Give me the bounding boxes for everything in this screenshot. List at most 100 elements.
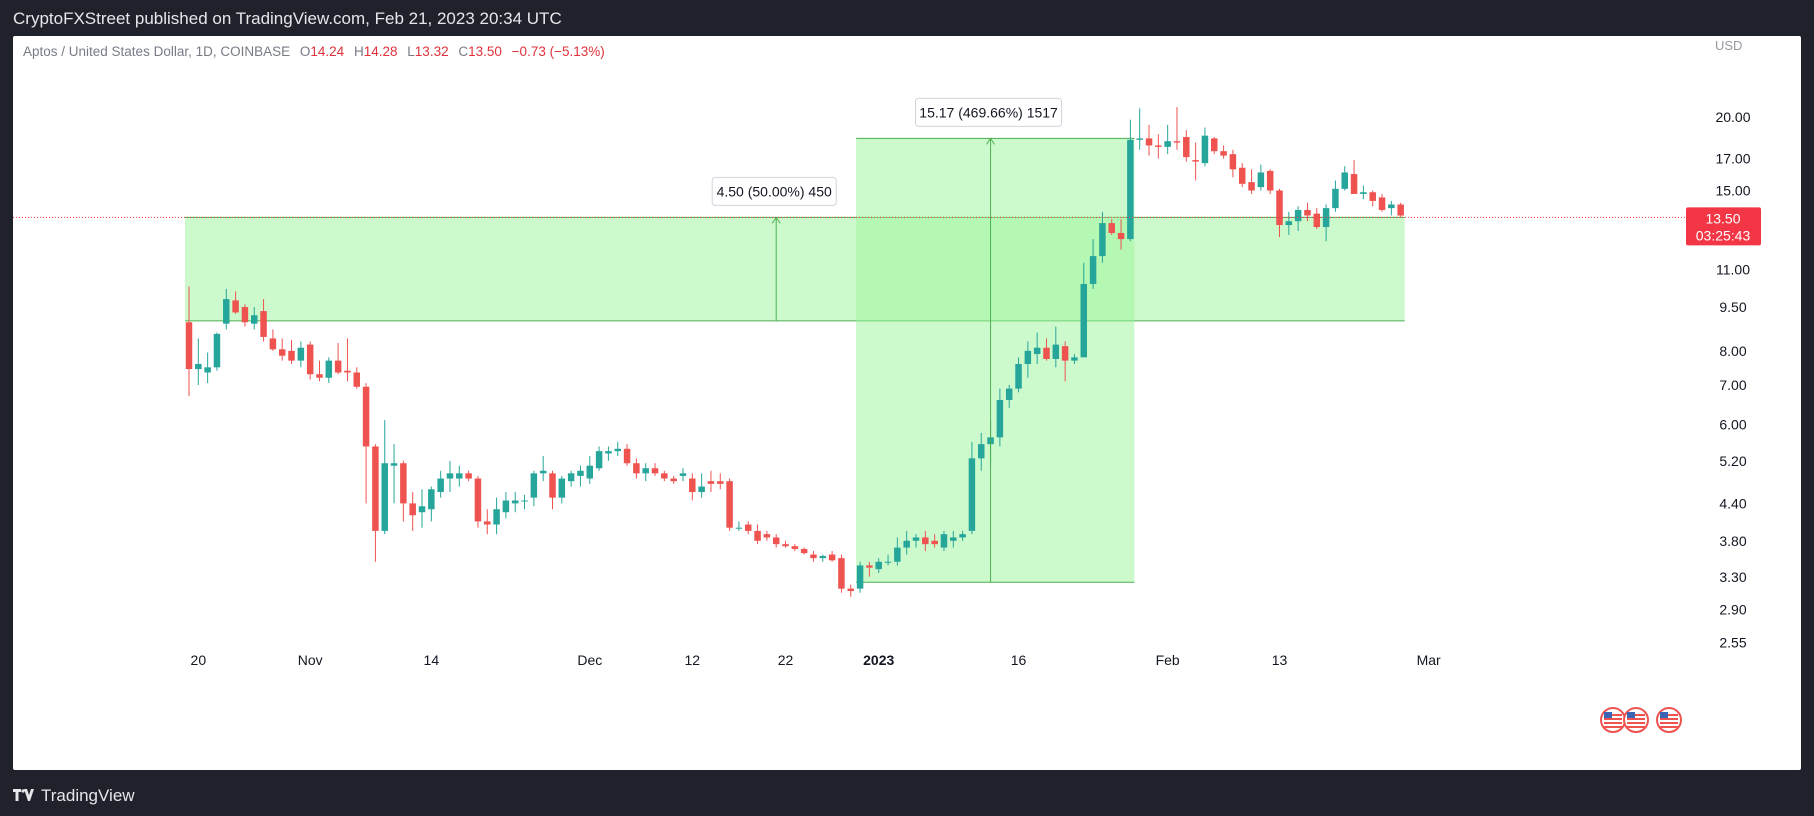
y-tick-label: 3.80 [1719, 533, 1746, 549]
candle-body [1005, 388, 1013, 400]
candlestick-chart[interactable]: 4.50 (50.00%) 450 15.17 (469.66%) 1517 US… [13, 36, 1801, 770]
candle-body [577, 470, 584, 476]
candle-body [661, 473, 668, 479]
tradingview-logo-icon [13, 788, 35, 804]
candle-body [400, 463, 407, 504]
candle-body [838, 558, 845, 589]
change-value: −0.73 (−5.13%) [511, 44, 605, 59]
high-value: 14.28 [363, 44, 398, 59]
candle-body [1127, 139, 1134, 240]
candle-body [754, 530, 761, 541]
candle-body [894, 547, 901, 562]
y-tick-label: 2.55 [1719, 635, 1746, 651]
candle-body [1183, 137, 1190, 158]
range-label-text: 15.17 (469.66%) 1517 [919, 104, 1058, 120]
candle-body [828, 554, 836, 561]
candle-body [595, 451, 603, 469]
candle-body [1257, 172, 1265, 188]
footer-brand-name: TradingView [41, 786, 135, 805]
candle-body [772, 537, 780, 545]
candle-body [409, 503, 416, 516]
candle-body [1350, 174, 1358, 194]
candle-body [744, 524, 752, 531]
candle-body [810, 554, 817, 559]
candle-body [372, 446, 379, 531]
candle-body [1332, 188, 1339, 209]
candle-body [428, 489, 435, 510]
us-flag-icon[interactable] [1600, 707, 1626, 733]
candle-body [456, 473, 463, 479]
candle-body [959, 534, 966, 538]
candle-body [1238, 167, 1246, 184]
y-tick-label: 5.20 [1719, 453, 1746, 469]
candle-body [418, 506, 426, 513]
flag-canton [1660, 712, 1668, 718]
flag-stripe [1660, 722, 1678, 724]
candle-body [856, 565, 864, 589]
candle-body [185, 322, 193, 370]
candle-body [1388, 204, 1395, 209]
candle-body [950, 537, 957, 541]
candle-body [465, 473, 472, 479]
candle-body [1089, 256, 1097, 284]
candle-body [800, 548, 808, 554]
symbol-label: Aptos / United States Dollar, 1D, COINBA… [23, 44, 291, 59]
candle-body [1360, 192, 1367, 194]
time-axis[interactable]: 20 Nov 14 Dec 12 22 2023 16 Feb 13 Mar [191, 652, 1441, 668]
y-tick-label: 2.90 [1719, 602, 1746, 618]
candle-body [297, 347, 305, 361]
candle-body [316, 374, 323, 378]
y-tick-label: 15.00 [1715, 183, 1750, 199]
candle-body [1220, 151, 1227, 156]
candle-body [735, 527, 743, 529]
candle-body [931, 540, 938, 545]
range-arrow-head [986, 137, 995, 145]
candle-body [1276, 190, 1283, 226]
candle-body [1304, 209, 1311, 216]
candle-body [922, 537, 929, 545]
candle-body [502, 500, 510, 513]
price-range-area [856, 138, 1135, 583]
candle-body [1322, 208, 1330, 228]
range-label-box [915, 97, 1063, 127]
candle-body [1155, 145, 1162, 147]
y-tick-label: 6.00 [1719, 416, 1746, 432]
candle-body [819, 555, 827, 559]
candle-body [782, 544, 789, 547]
flag-stripe [1627, 718, 1645, 720]
candle-body [250, 315, 258, 324]
candle-body [875, 561, 882, 570]
flag-canton [1627, 712, 1635, 718]
flag-stripe [1660, 714, 1678, 716]
flag-stripe [1627, 726, 1645, 728]
candle-body [1108, 223, 1115, 233]
candle-body [195, 363, 202, 370]
candle-body [353, 372, 361, 387]
us-flag-icon[interactable] [1656, 707, 1682, 733]
candle-body [1015, 363, 1022, 389]
y-tick-label: 8.00 [1719, 343, 1746, 359]
candle-body [306, 344, 314, 375]
candle-body [1043, 347, 1050, 359]
candle-body [288, 350, 295, 361]
candle-body [763, 534, 771, 538]
y-tick-label: 20.00 [1715, 109, 1750, 125]
us-flag-icon[interactable] [1623, 707, 1649, 733]
price-axis[interactable]: USD 20.00 17.00 15.00 11.00 9.50 8.00 7.00 6.00 5… [1715, 38, 1751, 651]
candle-body [381, 463, 388, 531]
chart-panel[interactable]: Aptos / United States Dollar, 1D, COINBA… [13, 36, 1801, 770]
price-range-area [185, 217, 1405, 321]
economic-events[interactable] [1600, 707, 1682, 733]
low-label: L [407, 44, 415, 59]
candle-body [1052, 344, 1060, 359]
x-tick-label: 22 [778, 652, 794, 668]
candle-body [968, 458, 976, 531]
price-range-drawings[interactable] [185, 137, 1405, 583]
flag-stripe [1604, 718, 1622, 720]
candle-body [278, 349, 286, 356]
candle-body [605, 451, 612, 454]
x-tick-label: 20 [191, 652, 207, 668]
candle-body [269, 338, 277, 350]
candle-body [791, 546, 799, 549]
y-tick-label: 7.00 [1719, 377, 1746, 393]
